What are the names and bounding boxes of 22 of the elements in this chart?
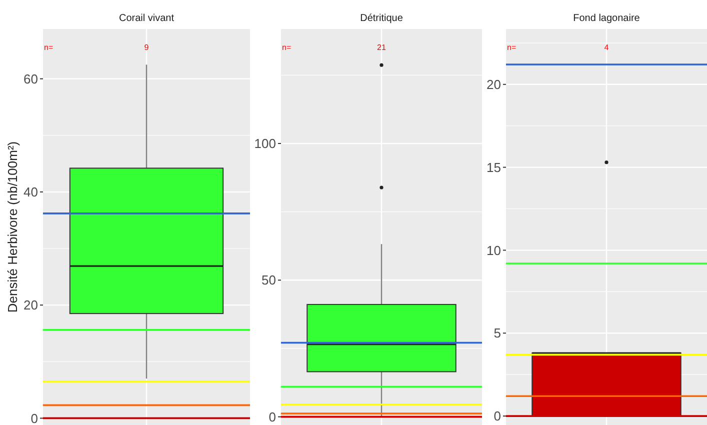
y-tick-label: 0 — [268, 409, 276, 424]
annotation: 4 — [604, 43, 610, 52]
y-tick-label: 20 — [24, 298, 38, 313]
chart-title: Corail vivant — [118, 13, 174, 24]
y-tick-label: 10 — [486, 242, 501, 258]
annotation: n= — [44, 43, 54, 52]
y-tick-label: 5 — [494, 326, 501, 341]
y-tick-label: 100 — [254, 136, 276, 152]
annotation: 21 — [377, 43, 386, 52]
chart-title: Fond lagonaire — [573, 13, 640, 24]
y-tick-label: 50 — [262, 272, 276, 288]
annotation: 9 — [144, 43, 150, 52]
y-tick-label: 0 — [30, 410, 38, 425]
y-tick-label: 60 — [24, 71, 38, 86]
y-tick-label: 15 — [486, 160, 501, 175]
annotation: n= — [282, 43, 292, 52]
annotation: n= — [507, 43, 516, 52]
y-tick-label: 20 — [486, 76, 501, 92]
y-tick-label: 0 — [494, 408, 501, 424]
y-axis-title: Densité Herbivore (nb/100m²) — [5, 141, 20, 313]
chart-title: Détritique — [360, 13, 404, 24]
y-tick-label: 40 — [24, 184, 38, 200]
